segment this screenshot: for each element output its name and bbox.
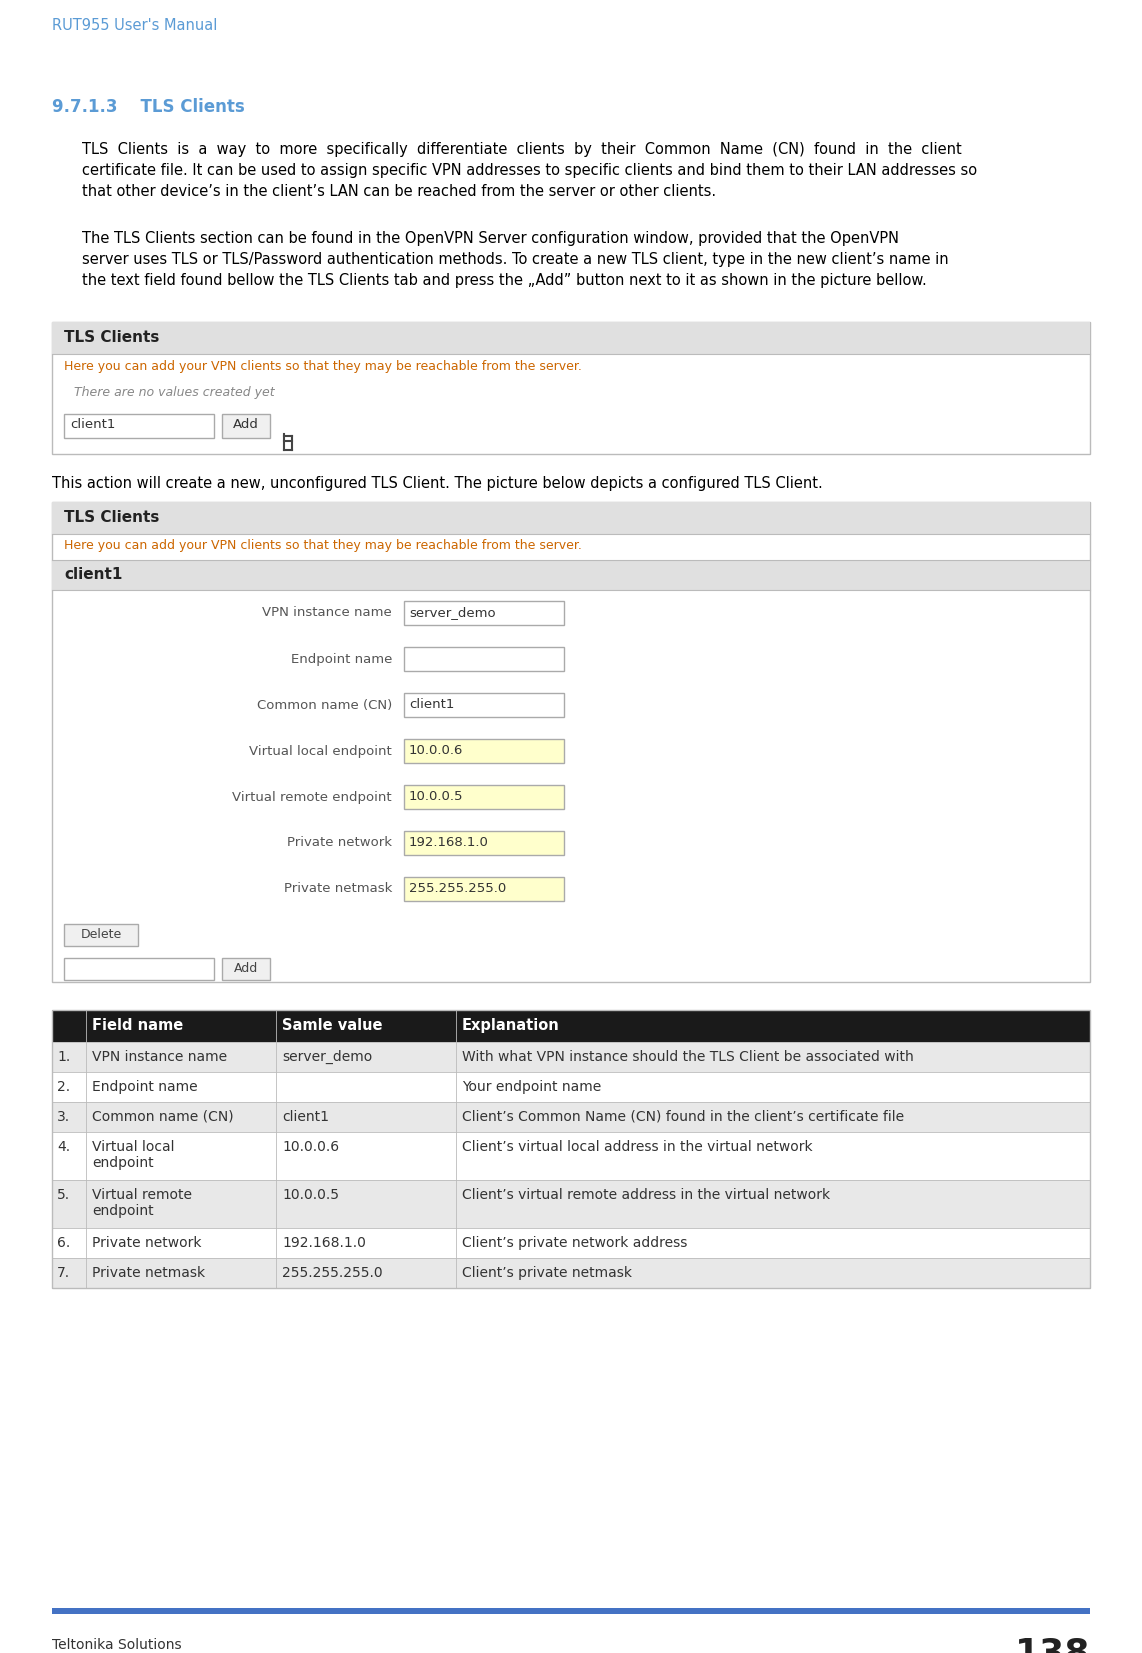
Bar [53, 1041, 1089, 1073]
Text: client1: client1 [282, 1111, 329, 1124]
Bar [222, 413, 270, 438]
Text: 138: 138 [1014, 1636, 1089, 1653]
Text: There are no values created yet: There are no values created yet [74, 387, 274, 398]
Bar [53, 1073, 1089, 1103]
Text: Private network: Private network [287, 836, 392, 850]
Text: Field name: Field name [93, 1018, 183, 1033]
Text: the text field found bellow the TLS Clients tab and press the „Add” button next : the text field found bellow the TLS Clie… [82, 273, 927, 288]
Text: server_demo: server_demo [282, 1050, 372, 1065]
Text: 10.0.0.5: 10.0.0.5 [409, 790, 464, 803]
Text: Teltonika Solutions: Teltonika Solutions [53, 1638, 182, 1651]
Text: Client’s private netmask: Client’s private netmask [463, 1266, 632, 1279]
Bar [53, 503, 1089, 534]
Text: Client’s Common Name (CN) found in the client’s certificate file: Client’s Common Name (CN) found in the c… [463, 1111, 904, 1124]
Text: The TLS Clients section can be found in the OpenVPN Server configuration window,: The TLS Clients section can be found in … [82, 231, 899, 246]
Text: TLS Clients: TLS Clients [64, 331, 160, 345]
Bar [53, 1608, 1089, 1613]
Text: 255.255.255.0: 255.255.255.0 [282, 1266, 383, 1279]
Text: Explanation: Explanation [463, 1018, 560, 1033]
Text: TLS Clients: TLS Clients [64, 511, 160, 526]
Text: Virtual remote endpoint: Virtual remote endpoint [232, 790, 392, 803]
Text: Common name (CN): Common name (CN) [93, 1111, 234, 1124]
Text: Here you can add your VPN clients so that they may be reachable from the server.: Here you can add your VPN clients so tha… [64, 539, 582, 552]
Bar [53, 1258, 1089, 1288]
Text: VPN instance name: VPN instance name [263, 607, 392, 620]
Text: 10.0.0.6: 10.0.0.6 [409, 744, 464, 757]
Text: RUT955 User's Manual: RUT955 User's Manual [53, 18, 217, 33]
Text: 10.0.0.5: 10.0.0.5 [282, 1189, 339, 1202]
Text: 10.0.0.6: 10.0.0.6 [282, 1141, 339, 1154]
Bar [53, 560, 1089, 590]
Text: Common name (CN): Common name (CN) [257, 699, 392, 711]
Text: 192.168.1.0: 192.168.1.0 [282, 1236, 365, 1250]
Bar [404, 602, 564, 625]
Bar [222, 959, 270, 980]
Bar [404, 646, 564, 671]
Text: Client’s virtual local address in the virtual network: Client’s virtual local address in the vi… [463, 1141, 813, 1154]
Bar [53, 503, 1089, 982]
Text: that other device’s in the client’s LAN can be reached from the server or other : that other device’s in the client’s LAN … [82, 183, 716, 198]
Text: This action will create a new, unconfigured TLS Client. The picture below depict: This action will create a new, unconfigu… [53, 476, 822, 491]
Bar [64, 959, 214, 980]
Bar [404, 693, 564, 717]
Text: Client’s private network address: Client’s private network address [463, 1236, 687, 1250]
Text: 1.: 1. [57, 1050, 71, 1065]
Text: 5.: 5. [57, 1189, 70, 1202]
Text: Add: Add [234, 962, 258, 975]
Text: Client’s virtual remote address in the virtual network: Client’s virtual remote address in the v… [463, 1189, 830, 1202]
Bar [404, 831, 564, 855]
Text: Private netmask: Private netmask [93, 1266, 206, 1279]
Bar [53, 1010, 1089, 1288]
Text: Virtual remote
endpoint: Virtual remote endpoint [93, 1189, 192, 1218]
Text: With what VPN instance should the TLS Client be associated with: With what VPN instance should the TLS Cl… [463, 1050, 914, 1065]
Bar [53, 322, 1089, 354]
Text: certificate file. It can be used to assign specific VPN addresses to specific cl: certificate file. It can be used to assi… [82, 164, 978, 179]
Bar [53, 1132, 1089, 1180]
Text: Virtual local
endpoint: Virtual local endpoint [93, 1141, 175, 1170]
Text: Endpoint name: Endpoint name [290, 653, 392, 666]
Text: TLS  Clients  is  a  way  to  more  specifically  differentiate  clients  by  th: TLS Clients is a way to more specificall… [82, 142, 962, 157]
Text: 7.: 7. [57, 1266, 70, 1279]
Text: server_demo: server_demo [409, 607, 496, 620]
Text: 255.255.255.0: 255.255.255.0 [409, 883, 506, 896]
Text: 6.: 6. [57, 1236, 71, 1250]
Bar [53, 1228, 1089, 1258]
Bar [53, 322, 1089, 455]
Text: server uses TLS or TLS/Password authentication methods. To create a new TLS clie: server uses TLS or TLS/Password authenti… [82, 251, 949, 268]
Text: 4.: 4. [57, 1141, 70, 1154]
Bar [53, 1180, 1089, 1228]
Text: Private network: Private network [93, 1236, 201, 1250]
Bar [404, 785, 564, 808]
Bar [404, 739, 564, 764]
Bar [64, 413, 214, 438]
Text: Add: Add [233, 418, 259, 431]
Bar [53, 1103, 1089, 1132]
Text: 2.: 2. [57, 1079, 70, 1094]
Bar [404, 878, 564, 901]
Text: 192.168.1.0: 192.168.1.0 [409, 836, 489, 850]
Text: Your endpoint name: Your endpoint name [463, 1079, 601, 1094]
Text: client1: client1 [64, 567, 122, 582]
Text: client1: client1 [409, 699, 455, 711]
Text: Virtual local endpoint: Virtual local endpoint [249, 744, 392, 757]
Text: 3.: 3. [57, 1111, 70, 1124]
Text: Here you can add your VPN clients so that they may be reachable from the server.: Here you can add your VPN clients so tha… [64, 360, 582, 374]
Bar [64, 924, 138, 946]
Text: Delete: Delete [80, 927, 122, 941]
Text: 9.7.1.3    TLS Clients: 9.7.1.3 TLS Clients [53, 98, 244, 116]
Text: Private netmask: Private netmask [283, 883, 392, 896]
Text: Samle value: Samle value [282, 1018, 383, 1033]
Text: Endpoint name: Endpoint name [93, 1079, 198, 1094]
Text: client1: client1 [70, 418, 115, 431]
Text: VPN instance name: VPN instance name [93, 1050, 227, 1065]
Bar [53, 1010, 1089, 1041]
